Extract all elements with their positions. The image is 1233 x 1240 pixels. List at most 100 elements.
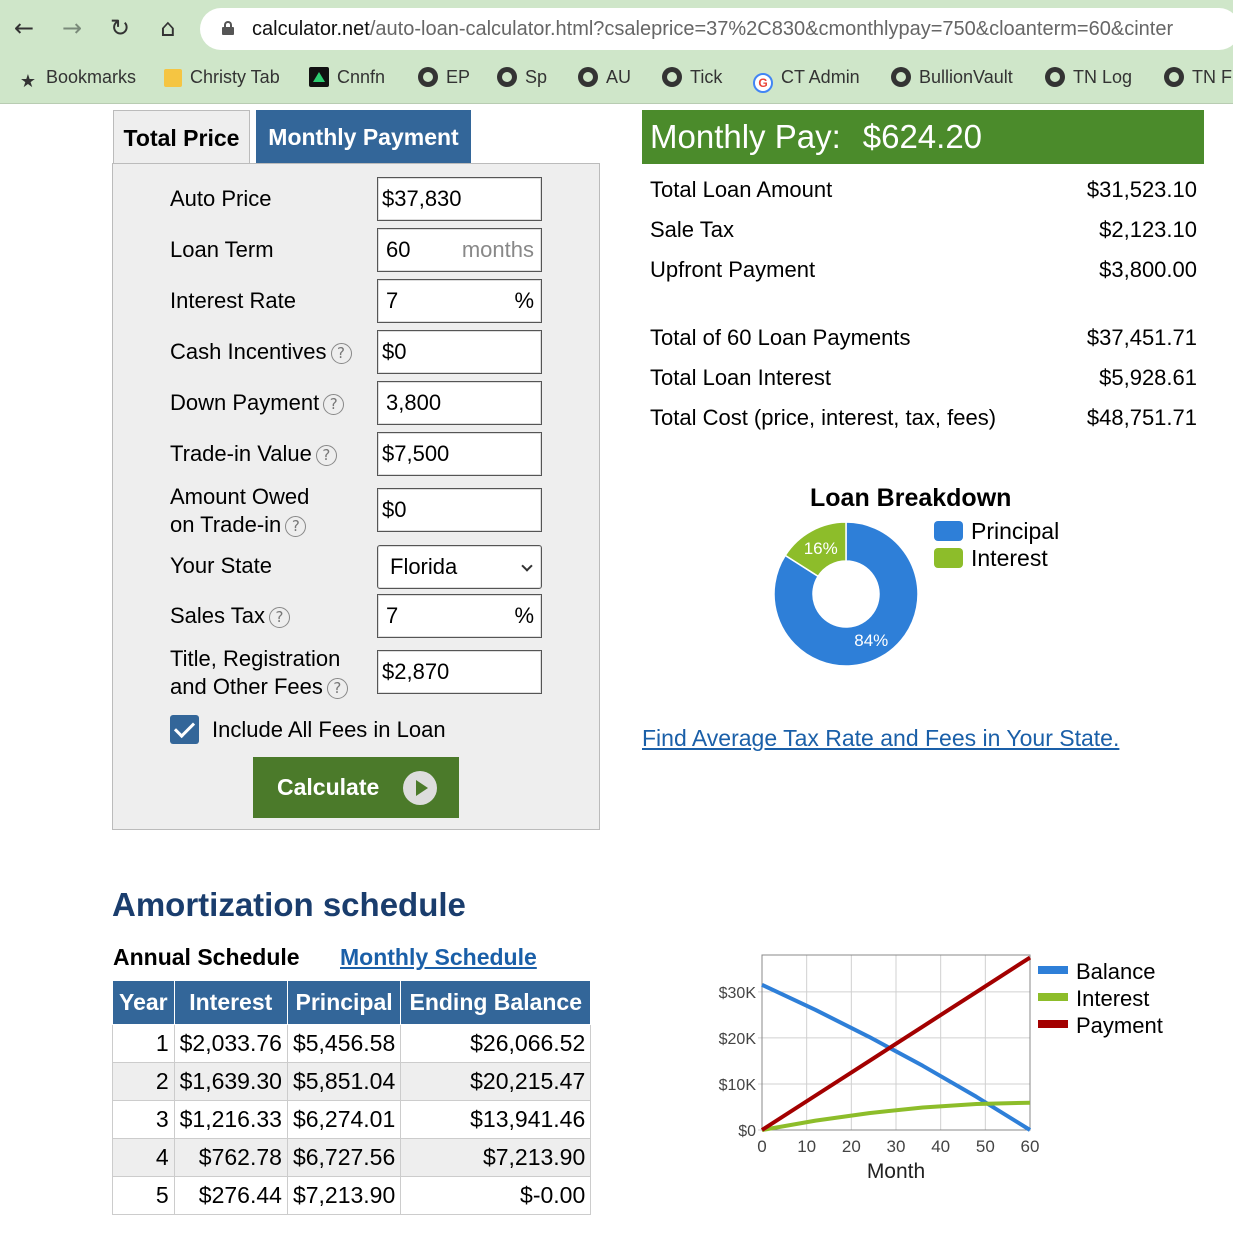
amount-owed-label-line2: on Trade-in? bbox=[170, 511, 307, 539]
col-interest: Interest bbox=[173, 980, 288, 1025]
result-row: Total of 60 Loan Payments $37,451.71 bbox=[650, 325, 1197, 350]
globe-icon bbox=[578, 67, 598, 87]
chevron-down-icon bbox=[521, 560, 533, 572]
auto-price-input[interactable]: $37,830 bbox=[377, 177, 542, 221]
tab-monthly-payment[interactable]: Monthly Payment bbox=[256, 110, 471, 164]
globe-icon bbox=[497, 67, 517, 87]
table-row: 1 $2,033.76 $5,456.58 $26,066.52 bbox=[112, 1024, 592, 1063]
bookmark-ep[interactable]: EP bbox=[418, 66, 470, 88]
loan-term-unit: months bbox=[461, 237, 534, 262]
home-icon[interactable]: ⌂ bbox=[160, 14, 176, 42]
result-row: Sale Tax $2,123.10 bbox=[650, 217, 1197, 242]
url-text[interactable]: calculator.net/auto-loan-calculator.html… bbox=[252, 18, 1173, 41]
sales-tax-unit: % bbox=[514, 603, 534, 628]
result-row: Total Loan Amount $31,523.10 bbox=[650, 177, 1197, 202]
fees-label: Title, Registration bbox=[170, 646, 341, 671]
cash-incentives-input[interactable]: $0 bbox=[377, 330, 542, 374]
bookmark-ct-admin[interactable]: G CT Admin bbox=[753, 66, 860, 93]
amortization-table: Year Interest Principal Ending Balance 1… bbox=[112, 980, 592, 1215]
x-tick-label: 60 bbox=[1021, 1137, 1040, 1156]
cnnfn-icon bbox=[309, 67, 329, 87]
tab-total-price[interactable]: Total Price bbox=[113, 110, 250, 164]
globe-icon bbox=[662, 67, 682, 87]
help-icon[interactable]: ? bbox=[330, 343, 352, 364]
monthly-pay-label: Monthly Pay: bbox=[650, 118, 841, 155]
fees-input[interactable]: $2,870 bbox=[377, 650, 542, 694]
globe-icon bbox=[891, 67, 911, 87]
auto-price-label: Auto Price bbox=[170, 186, 272, 211]
trade-in-value-input[interactable]: $7,500 bbox=[377, 432, 542, 476]
state-label: Your State bbox=[170, 553, 272, 578]
bookmark-au[interactable]: AU bbox=[578, 66, 631, 88]
bookmark-bullionvault[interactable]: BullionVault bbox=[891, 66, 1013, 88]
find-tax-rate-link[interactable]: Find Average Tax Rate and Fees in Your S… bbox=[642, 725, 1120, 751]
star-icon: ★ bbox=[19, 71, 37, 91]
table-row: 5 $276.44 $7,213.90 $-0.00 bbox=[112, 1176, 592, 1215]
loan-term-input[interactable]: 60 months bbox=[377, 228, 542, 272]
y-tick-label: $10K bbox=[719, 1077, 757, 1094]
include-fees-checkbox[interactable] bbox=[170, 715, 199, 744]
globe-icon bbox=[1164, 67, 1184, 87]
help-icon[interactable]: ? bbox=[268, 607, 290, 628]
help-icon[interactable]: ? bbox=[285, 516, 307, 537]
chart-legend-balance: Balance bbox=[1038, 959, 1156, 985]
down-payment-label: Down Payment? bbox=[170, 389, 345, 417]
donut-slice-interest bbox=[784, 521, 847, 578]
include-fees-label: Include All Fees in Loan bbox=[212, 717, 446, 742]
result-row: Upfront Payment $3,800.00 bbox=[650, 257, 1197, 282]
bookmark-bookmarks[interactable]: ★ Bookmarks bbox=[19, 67, 137, 91]
series-line-interest bbox=[761, 1100, 1031, 1132]
google-icon: G bbox=[753, 73, 773, 93]
fees-label-line2: and Other Fees? bbox=[170, 673, 348, 701]
bookmark-tn-f[interactable]: TN F bbox=[1164, 66, 1232, 88]
x-axis-label: Month bbox=[867, 1160, 925, 1183]
back-arrow-icon[interactable]: ← bbox=[13, 14, 35, 42]
help-icon[interactable]: ? bbox=[323, 394, 345, 415]
tab-monthly-schedule[interactable]: Monthly Schedule bbox=[340, 944, 537, 970]
bookmark-tick[interactable]: Tick bbox=[662, 66, 722, 88]
legend-swatch bbox=[1038, 1020, 1068, 1028]
amortization-chart: 0 10 20 30 40 50 60 $0 $10K $20K $30K Month bbox=[719, 954, 1040, 1183]
chart-legend-interest: Interest bbox=[1038, 986, 1149, 1012]
cash-incentives-label: Cash Incentives? bbox=[170, 338, 352, 366]
col-year: Year bbox=[112, 980, 175, 1025]
forward-arrow-icon[interactable]: → bbox=[61, 14, 83, 42]
sales-tax-input[interactable]: 7% bbox=[377, 594, 542, 638]
x-tick-label: 10 bbox=[797, 1137, 816, 1156]
folder-icon bbox=[164, 69, 182, 87]
monthly-pay-value: $624.20 bbox=[862, 118, 983, 155]
amortization-title: Amortization schedule bbox=[112, 886, 466, 923]
loan-breakdown-title: Loan Breakdown bbox=[810, 484, 1012, 512]
bookmark-christy-tab[interactable]: Christy Tab bbox=[164, 66, 280, 88]
col-principal: Principal bbox=[286, 980, 402, 1025]
bookmark-sp[interactable]: Sp bbox=[497, 66, 547, 88]
help-icon[interactable]: ? bbox=[326, 678, 348, 699]
sales-tax-label: Sales Tax? bbox=[170, 602, 290, 630]
tab-annual-schedule[interactable]: Annual Schedule bbox=[113, 944, 300, 970]
down-payment-input[interactable]: 3,800 bbox=[377, 381, 542, 425]
bookmark-tn-log[interactable]: TN Log bbox=[1045, 66, 1132, 88]
state-select[interactable]: Florida bbox=[377, 545, 542, 589]
amount-owed-input[interactable]: $0 bbox=[377, 488, 542, 532]
play-icon bbox=[403, 771, 437, 805]
monthly-pay-header: Monthly Pay: $624.20 bbox=[642, 110, 1204, 164]
interest-rate-unit: % bbox=[514, 288, 534, 313]
result-row: Total Cost (price, interest, tax, fees) $… bbox=[650, 405, 1197, 430]
table-header-row: Year Interest Principal Ending Balance bbox=[112, 980, 592, 1025]
legend-swatch bbox=[1038, 993, 1068, 1001]
interest-rate-label: Interest Rate bbox=[170, 288, 296, 313]
loan-breakdown-donut: 84% 16% bbox=[773, 521, 919, 667]
help-icon[interactable]: ? bbox=[315, 445, 337, 466]
table-row: 2 $1,639.30 $5,851.04 $20,215.47 bbox=[112, 1062, 592, 1101]
calculate-button[interactable]: Calculate bbox=[253, 757, 459, 818]
reload-icon[interactable]: ↻ bbox=[109, 14, 131, 42]
legend-swatch bbox=[1038, 966, 1068, 974]
address-bar[interactable]: calculator.net/auto-loan-calculator.html… bbox=[200, 8, 1233, 50]
bookmark-cnnfn[interactable]: Cnnfn bbox=[309, 66, 385, 88]
y-tick-label: $0 bbox=[738, 1123, 756, 1140]
x-tick-label: 40 bbox=[931, 1137, 950, 1156]
legend-swatch bbox=[934, 521, 963, 541]
interest-rate-input[interactable]: 7% bbox=[377, 279, 542, 323]
lock-icon[interactable] bbox=[222, 21, 234, 35]
legend-interest: Interest bbox=[934, 545, 1048, 571]
